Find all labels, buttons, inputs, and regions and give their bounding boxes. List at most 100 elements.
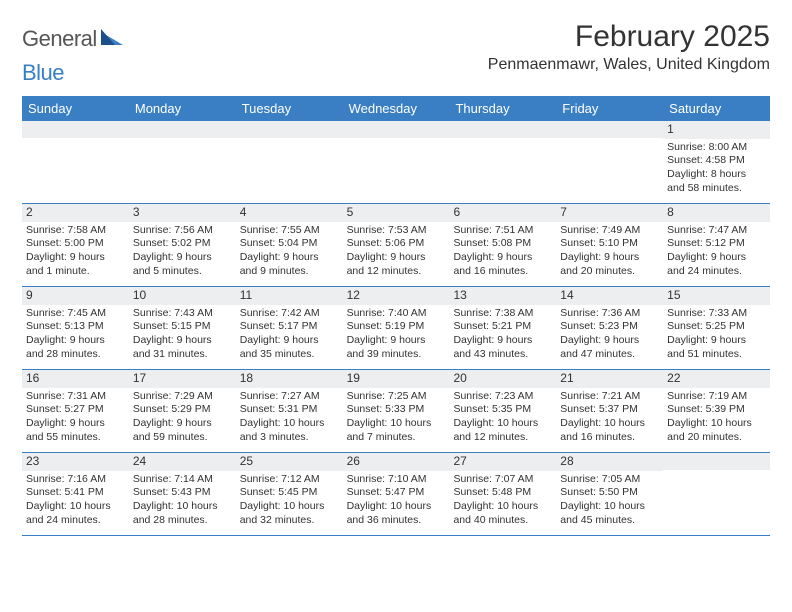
day-cell: 10Sunrise: 7:43 AMSunset: 5:15 PMDayligh…: [129, 287, 236, 369]
day-number: 18: [236, 370, 343, 388]
daylight-text: Daylight: 9 hours and 20 minutes.: [560, 251, 659, 278]
day-header-row: SundayMondayTuesdayWednesdayThursdayFrid…: [22, 96, 770, 121]
weeks-container: 1Sunrise: 8:00 AMSunset: 4:58 PMDaylight…: [22, 121, 770, 536]
sunset-text: Sunset: 5:08 PM: [453, 237, 552, 251]
day-cell: 6Sunrise: 7:51 AMSunset: 5:08 PMDaylight…: [449, 204, 556, 286]
sunset-text: Sunset: 5:13 PM: [26, 320, 125, 334]
daylight-text: Daylight: 9 hours and 5 minutes.: [133, 251, 232, 278]
sunrise-text: Sunrise: 7:25 AM: [347, 390, 446, 404]
daylight-text: Daylight: 9 hours and 43 minutes.: [453, 334, 552, 361]
day-cell: 13Sunrise: 7:38 AMSunset: 5:21 PMDayligh…: [449, 287, 556, 369]
day-number: 26: [343, 453, 450, 471]
day-header-wednesday: Wednesday: [343, 96, 450, 121]
sunset-text: Sunset: 5:39 PM: [667, 403, 766, 417]
sunset-text: Sunset: 5:35 PM: [453, 403, 552, 417]
sunset-text: Sunset: 5:27 PM: [26, 403, 125, 417]
sunset-text: Sunset: 5:10 PM: [560, 237, 659, 251]
sunrise-text: Sunrise: 7:16 AM: [26, 473, 125, 487]
day-number: [663, 453, 770, 470]
day-cell: 3 Sunrise: 7:56 AMSunset: 5:02 PMDaylight…: [129, 204, 236, 286]
daylight-text: Daylight: 9 hours and 35 minutes.: [240, 334, 339, 361]
day-cell: 26Sunrise: 7:10 AMSunset: 5:47 PMDayligh…: [343, 453, 450, 535]
week-row: 23Sunrise: 7:16 AMSunset: 5:41 PMDayligh…: [22, 453, 770, 536]
sunset-text: Sunset: 5:02 PM: [133, 237, 232, 251]
day-cell: 5Sunrise: 7:53 AMSunset: 5:06 PMDaylight…: [343, 204, 450, 286]
day-cell: 8 Sunrise: 7:47 AMSunset: 5:12 PMDaylight…: [663, 204, 770, 286]
day-cell: 20Sunrise: 7:23 AMSunset: 5:35 PMDayligh…: [449, 370, 556, 452]
sunrise-text: Sunrise: 7:53 AM: [347, 224, 446, 238]
sunset-text: Sunset: 5:23 PM: [560, 320, 659, 334]
daylight-text: Daylight: 10 hours and 3 minutes.: [240, 417, 339, 444]
sunset-text: Sunset: 5:21 PM: [453, 320, 552, 334]
day-number: 21: [556, 370, 663, 388]
sunset-text: Sunset: 5:00 PM: [26, 237, 125, 251]
day-number: 9: [22, 287, 129, 305]
daylight-text: Daylight: 10 hours and 20 minutes.: [667, 417, 766, 444]
day-cell: 22Sunrise: 7:19 AMSunset: 5:39 PMDayligh…: [663, 370, 770, 452]
sunset-text: Sunset: 5:50 PM: [560, 486, 659, 500]
day-cell: 19Sunrise: 7:25 AMSunset: 5:33 PMDayligh…: [343, 370, 450, 452]
day-number: 8: [663, 204, 770, 222]
day-header-sunday: Sunday: [22, 96, 129, 121]
sunrise-text: Sunrise: 7:56 AM: [133, 224, 232, 238]
sunrise-text: Sunrise: 7:42 AM: [240, 307, 339, 321]
daylight-text: Daylight: 9 hours and 9 minutes.: [240, 251, 339, 278]
sunrise-text: Sunrise: 7:55 AM: [240, 224, 339, 238]
sunrise-text: Sunrise: 7:23 AM: [453, 390, 552, 404]
sunrise-text: Sunrise: 7:58 AM: [26, 224, 125, 238]
day-header-thursday: Thursday: [449, 96, 556, 121]
day-number: 3: [129, 204, 236, 222]
day-number: [449, 121, 556, 138]
sunset-text: Sunset: 5:17 PM: [240, 320, 339, 334]
daylight-text: Daylight: 9 hours and 39 minutes.: [347, 334, 446, 361]
sunrise-text: Sunrise: 7:05 AM: [560, 473, 659, 487]
daylight-text: Daylight: 10 hours and 45 minutes.: [560, 500, 659, 527]
day-cell: 16Sunrise: 7:31 AMSunset: 5:27 PMDayligh…: [22, 370, 129, 452]
day-number: 14: [556, 287, 663, 305]
day-header-tuesday: Tuesday: [236, 96, 343, 121]
sunrise-text: Sunrise: 7:45 AM: [26, 307, 125, 321]
day-cell: [236, 121, 343, 203]
day-cell: [556, 121, 663, 203]
day-cell: 14Sunrise: 7:36 AMSunset: 5:23 PMDayligh…: [556, 287, 663, 369]
calendar: SundayMondayTuesdayWednesdayThursdayFrid…: [22, 96, 770, 536]
day-cell: 1Sunrise: 8:00 AMSunset: 4:58 PMDaylight…: [663, 121, 770, 203]
day-cell: 17Sunrise: 7:29 AMSunset: 5:29 PMDayligh…: [129, 370, 236, 452]
sunset-text: Sunset: 5:12 PM: [667, 237, 766, 251]
week-row: 1Sunrise: 8:00 AMSunset: 4:58 PMDaylight…: [22, 121, 770, 204]
day-cell: 21Sunrise: 7:21 AMSunset: 5:37 PMDayligh…: [556, 370, 663, 452]
day-cell: 7Sunrise: 7:49 AMSunset: 5:10 PMDaylight…: [556, 204, 663, 286]
day-number: 6: [449, 204, 556, 222]
day-cell: [22, 121, 129, 203]
daylight-text: Daylight: 9 hours and 28 minutes.: [26, 334, 125, 361]
daylight-text: Daylight: 9 hours and 24 minutes.: [667, 251, 766, 278]
title-block: February 2025 Penmaenmawr, Wales, United…: [488, 20, 770, 74]
daylight-text: Daylight: 10 hours and 40 minutes.: [453, 500, 552, 527]
sunset-text: Sunset: 5:33 PM: [347, 403, 446, 417]
sunset-text: Sunset: 5:15 PM: [133, 320, 232, 334]
sunrise-text: Sunrise: 7:14 AM: [133, 473, 232, 487]
sunrise-text: Sunrise: 7:43 AM: [133, 307, 232, 321]
week-row: 9Sunrise: 7:45 AMSunset: 5:13 PMDaylight…: [22, 287, 770, 370]
day-cell: 11 Sunrise: 7:42 AMSunset: 5:17 PMDayligh…: [236, 287, 343, 369]
logo: General: [22, 26, 125, 52]
day-number: 15: [663, 287, 770, 305]
day-number: 23: [22, 453, 129, 471]
sunrise-text: Sunrise: 7:40 AM: [347, 307, 446, 321]
day-number: 13: [449, 287, 556, 305]
day-cell: 9 Sunrise: 7:45 AMSunset: 5:13 PMDaylight…: [22, 287, 129, 369]
day-header-friday: Friday: [556, 96, 663, 121]
day-number: 27: [449, 453, 556, 471]
sunset-text: Sunset: 5:06 PM: [347, 237, 446, 251]
sunrise-text: Sunrise: 7:47 AM: [667, 224, 766, 238]
daylight-text: Daylight: 9 hours and 16 minutes.: [453, 251, 552, 278]
month-title: February 2025: [488, 20, 770, 54]
daylight-text: Daylight: 9 hours and 51 minutes.: [667, 334, 766, 361]
day-number: [22, 121, 129, 138]
daylight-text: Daylight: 10 hours and 36 minutes.: [347, 500, 446, 527]
day-cell: 12Sunrise: 7:40 AMSunset: 5:19 PMDayligh…: [343, 287, 450, 369]
day-number: 11: [236, 287, 343, 305]
day-number: [343, 121, 450, 138]
logo-text-general: General: [22, 26, 97, 52]
day-number: [236, 121, 343, 138]
